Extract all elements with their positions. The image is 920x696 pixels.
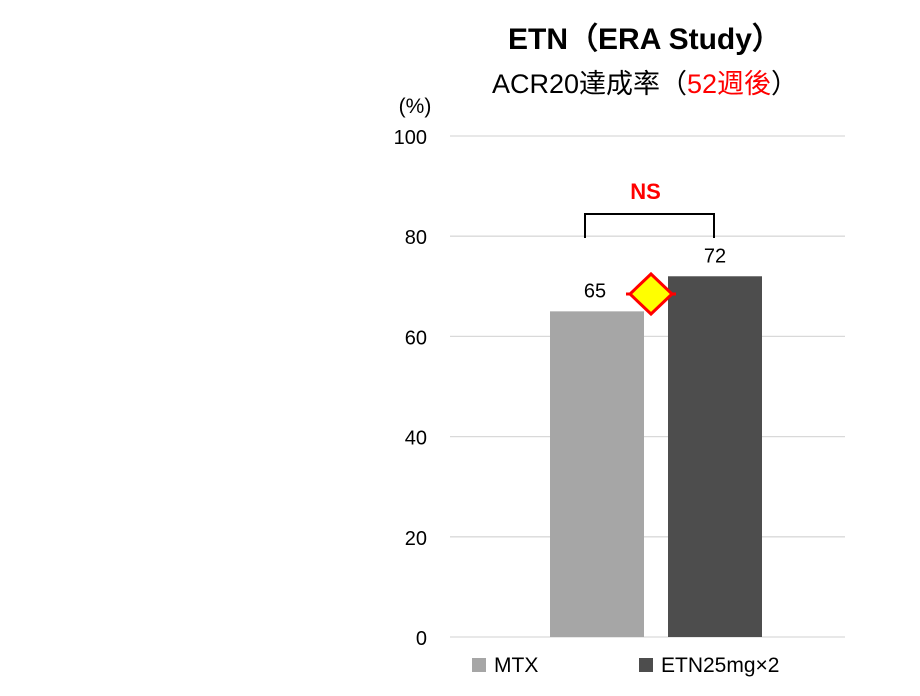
legend-swatch-etn — [639, 658, 653, 672]
comparison-diamond — [627, 271, 675, 317]
legend-swatch-mtx — [472, 658, 486, 672]
y-tick-label: 0 — [416, 628, 427, 650]
legend-label-mtx: MTX — [494, 654, 538, 677]
subtitle-end: ） — [771, 69, 799, 99]
chart-subtitle: ACR20達成率（52週後） — [455, 62, 835, 101]
subtitle-highlight: 52週後 — [687, 69, 772, 99]
y-tick-label: 80 — [405, 227, 427, 249]
y-tick-label: 40 — [405, 428, 427, 450]
data-label-mtx: 65 — [584, 280, 606, 302]
data-label-etn: 72 — [704, 245, 726, 267]
significance-bracket — [584, 213, 715, 238]
y-tick-label: 100 — [394, 127, 427, 149]
bar-mtx — [550, 311, 644, 637]
y-tick-label: 60 — [405, 327, 427, 349]
bar-etn — [668, 276, 762, 637]
subtitle-main: ACR20達成率（ — [491, 69, 687, 99]
chart-title: ETN（ERA Study） — [508, 23, 782, 56]
legend-label-etn: ETN25mg×2 — [661, 654, 779, 677]
y-tick-label: 20 — [405, 528, 427, 550]
significance-label: NS — [630, 179, 661, 204]
y-axis-label: (%) — [399, 95, 432, 118]
